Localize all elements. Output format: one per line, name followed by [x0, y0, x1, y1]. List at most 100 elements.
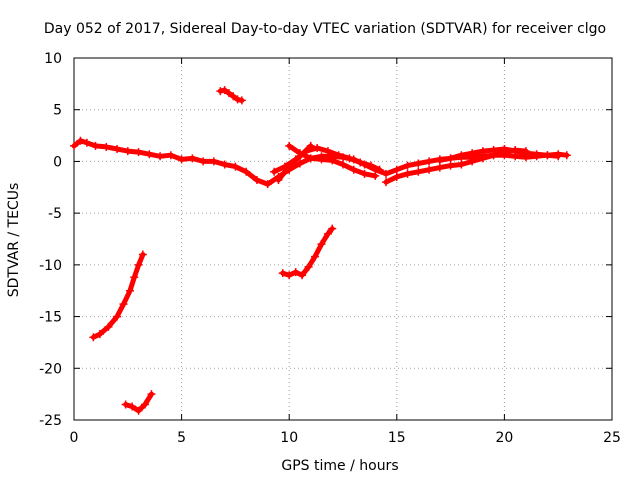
data-point — [478, 154, 487, 163]
data-point — [237, 96, 246, 105]
data-point — [306, 141, 315, 150]
data-point — [285, 141, 294, 150]
data-point — [349, 165, 358, 174]
series-left-arc — [89, 250, 147, 342]
data-point — [457, 151, 466, 160]
data-point — [323, 147, 332, 156]
data-point — [478, 147, 487, 156]
data-point — [425, 157, 434, 166]
data-point — [446, 154, 455, 163]
x-tick-label: 20 — [495, 430, 513, 446]
data-point — [304, 262, 313, 271]
data-point — [166, 151, 175, 160]
data-point — [229, 92, 238, 101]
data-point — [392, 172, 401, 181]
y-tick-label: -5 — [48, 206, 62, 222]
data-point — [188, 154, 197, 163]
data-point — [414, 159, 423, 168]
y-tick-label: -15 — [39, 310, 62, 326]
data-point — [119, 300, 128, 309]
x-tick-label: 15 — [388, 430, 406, 446]
data-point — [270, 167, 279, 176]
data-point — [121, 400, 130, 409]
data-point — [435, 163, 444, 172]
data-point — [274, 176, 283, 185]
data-point — [138, 250, 147, 259]
series-spike-arc — [274, 141, 315, 185]
x-tick-label: 0 — [70, 430, 79, 446]
data-point — [328, 156, 337, 165]
data-point — [382, 169, 391, 178]
series-upper-cluster — [216, 86, 246, 105]
data-point — [414, 167, 423, 176]
y-tick-label: -20 — [39, 361, 62, 377]
data-point — [104, 322, 113, 331]
data-point — [263, 180, 272, 189]
data-point — [489, 146, 498, 155]
data-point — [231, 162, 240, 171]
plot-frame — [73, 57, 613, 421]
y-tick-labels: -25 -20 -15 -10 -5 0 5 10 — [39, 51, 62, 429]
data-point — [76, 136, 85, 145]
data-point — [323, 229, 332, 238]
data-point — [125, 286, 134, 295]
data-point — [543, 151, 552, 160]
data-point — [457, 160, 466, 169]
data-point — [375, 165, 384, 174]
data-point — [209, 157, 218, 166]
data-point — [134, 406, 143, 415]
y-tick-label: -10 — [39, 258, 62, 274]
x-axis-label: GPS time / hours — [281, 458, 398, 474]
x-tick-label: 25 — [603, 430, 621, 446]
series-arc-4 — [435, 145, 563, 165]
data-point — [70, 141, 78, 150]
data-point — [339, 160, 347, 169]
data-point — [317, 240, 326, 249]
data-point — [134, 260, 143, 269]
data-point — [360, 169, 369, 178]
series-main-band — [70, 136, 571, 189]
data-point — [291, 268, 300, 277]
data-point — [298, 271, 307, 280]
data-point — [311, 252, 320, 261]
data-point — [199, 157, 208, 166]
data-point — [435, 156, 444, 165]
data-point — [278, 269, 287, 278]
data-point — [102, 142, 111, 151]
data-point — [382, 178, 391, 187]
data-point — [113, 312, 122, 321]
data-point — [95, 330, 104, 339]
data-point — [371, 171, 380, 180]
data-point — [177, 155, 186, 164]
data-point — [89, 333, 98, 342]
series-arc-3 — [382, 146, 530, 187]
data-point — [500, 145, 509, 154]
data-traces — [70, 86, 571, 415]
data-point — [562, 151, 571, 160]
x-tick-label: 10 — [280, 430, 298, 446]
data-point — [356, 158, 365, 167]
series-bottom-arc — [121, 390, 156, 415]
data-point — [220, 86, 229, 95]
x-tick-label: 5 — [177, 430, 186, 446]
data-point — [306, 154, 315, 163]
data-point — [156, 152, 165, 161]
series-band — [90, 252, 146, 340]
data-point — [334, 151, 343, 160]
series-band — [275, 143, 314, 183]
data-point — [425, 165, 434, 174]
data-point — [511, 147, 520, 156]
y-tick-label: 0 — [53, 154, 62, 170]
data-point — [134, 148, 143, 157]
data-point — [403, 161, 412, 170]
data-point — [345, 154, 354, 163]
data-point — [113, 145, 122, 154]
data-point — [91, 141, 100, 150]
data-point — [252, 176, 261, 185]
y-axis-label: SDTVAR / TECUs — [6, 183, 22, 298]
data-point — [403, 169, 412, 178]
data-point — [130, 273, 139, 282]
data-point — [392, 165, 401, 174]
data-point — [216, 87, 225, 96]
